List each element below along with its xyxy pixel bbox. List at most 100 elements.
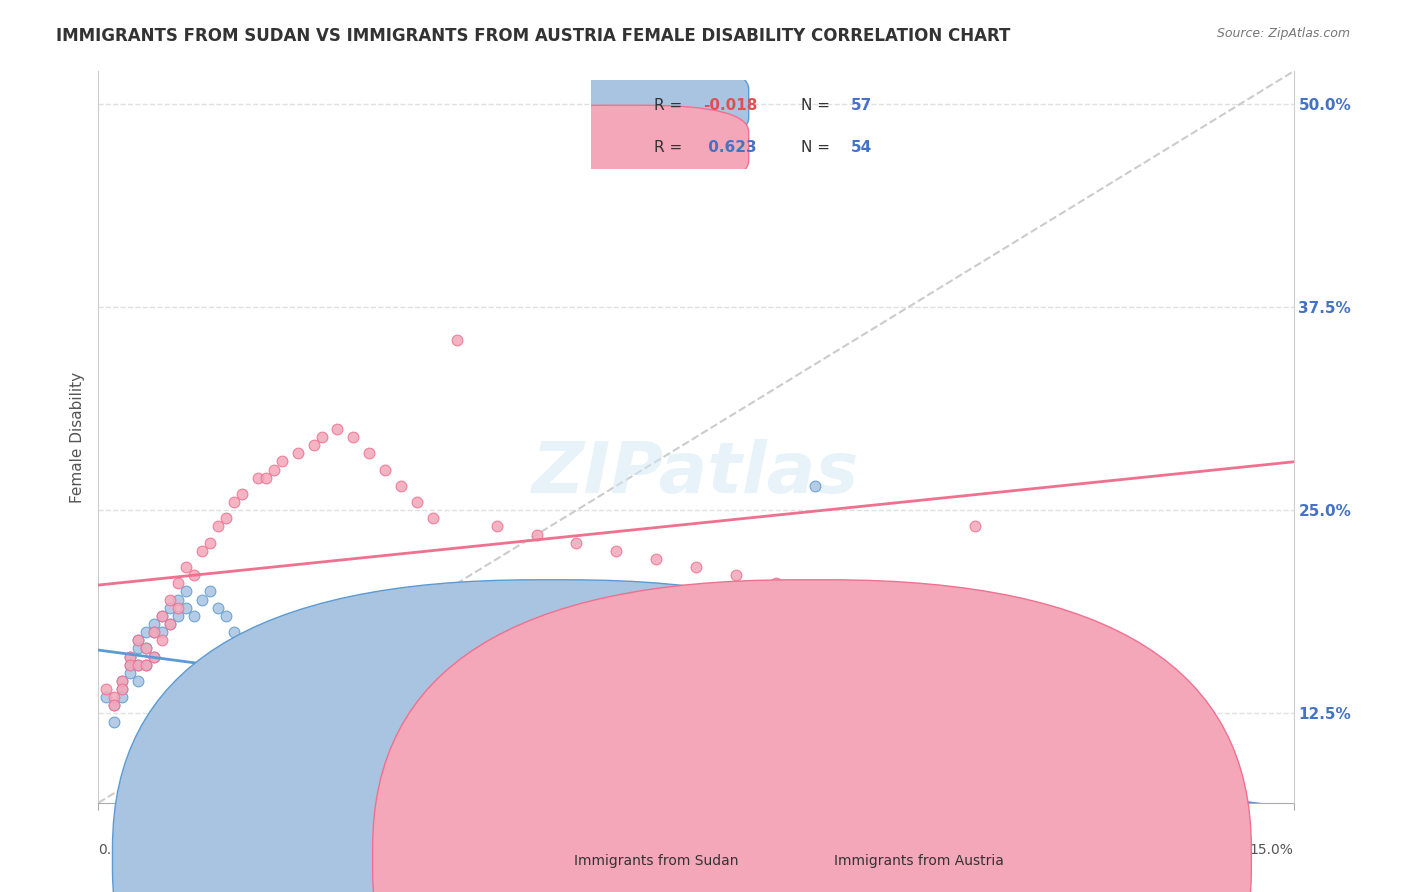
Point bbox=[103, 690, 125, 705]
Point bbox=[311, 430, 333, 444]
Point bbox=[287, 446, 309, 460]
Point bbox=[326, 422, 349, 436]
Point bbox=[120, 657, 142, 672]
Point bbox=[135, 625, 157, 640]
Point bbox=[150, 608, 173, 623]
Point bbox=[120, 657, 142, 672]
Point bbox=[605, 544, 627, 558]
Point bbox=[127, 633, 149, 648]
Point bbox=[231, 487, 253, 501]
Point bbox=[374, 462, 396, 476]
Point bbox=[127, 641, 149, 656]
Text: 15.0%: 15.0% bbox=[1250, 844, 1294, 857]
Point bbox=[207, 519, 229, 533]
Point bbox=[326, 731, 349, 745]
Point bbox=[963, 519, 986, 533]
Point bbox=[215, 608, 238, 623]
Point bbox=[159, 592, 181, 607]
Point bbox=[96, 681, 118, 696]
Point bbox=[120, 649, 142, 664]
Point bbox=[150, 633, 173, 648]
Point bbox=[485, 739, 508, 753]
Point bbox=[167, 600, 190, 615]
FancyBboxPatch shape bbox=[496, 105, 748, 187]
Point bbox=[111, 681, 134, 696]
Point bbox=[191, 592, 214, 607]
Point bbox=[350, 747, 373, 761]
Point bbox=[446, 333, 468, 347]
Point bbox=[485, 519, 508, 533]
Point bbox=[207, 600, 229, 615]
Point bbox=[103, 698, 125, 713]
Point bbox=[342, 430, 364, 444]
Point bbox=[111, 673, 134, 688]
Point bbox=[302, 438, 325, 452]
Point bbox=[804, 479, 827, 493]
Point bbox=[270, 454, 292, 468]
Point bbox=[183, 568, 205, 582]
Point bbox=[150, 625, 173, 640]
Point bbox=[159, 617, 181, 632]
Point bbox=[159, 600, 181, 615]
Point bbox=[389, 479, 412, 493]
Text: N =: N = bbox=[801, 140, 835, 154]
Point bbox=[382, 755, 405, 769]
Text: N =: N = bbox=[801, 98, 835, 112]
Text: R =: R = bbox=[654, 98, 688, 112]
Point bbox=[263, 673, 285, 688]
Point bbox=[263, 462, 285, 476]
Point bbox=[645, 747, 668, 761]
Text: IMMIGRANTS FROM SUDAN VS IMMIGRANTS FROM AUSTRIA FEMALE DISABILITY CORRELATION C: IMMIGRANTS FROM SUDAN VS IMMIGRANTS FROM… bbox=[56, 27, 1011, 45]
Text: 57: 57 bbox=[851, 98, 872, 112]
Point bbox=[111, 673, 134, 688]
Point bbox=[406, 495, 429, 509]
Point bbox=[278, 690, 301, 705]
Point bbox=[215, 511, 238, 525]
Point bbox=[167, 576, 190, 591]
Point bbox=[135, 657, 157, 672]
Point bbox=[198, 535, 221, 549]
Point bbox=[246, 471, 269, 485]
Point bbox=[127, 657, 149, 672]
Text: 0.623: 0.623 bbox=[703, 140, 756, 154]
Point bbox=[127, 633, 149, 648]
Y-axis label: Female Disability: Female Disability bbox=[69, 371, 84, 503]
Point bbox=[422, 772, 444, 786]
Point bbox=[120, 649, 142, 664]
Point bbox=[406, 764, 429, 778]
Point bbox=[127, 657, 149, 672]
Point bbox=[103, 714, 125, 729]
Text: R =: R = bbox=[654, 140, 688, 154]
Point bbox=[143, 649, 166, 664]
Point bbox=[174, 560, 197, 574]
Text: Immigrants from Austria: Immigrants from Austria bbox=[834, 854, 1004, 868]
Point bbox=[143, 625, 166, 640]
Point bbox=[103, 698, 125, 713]
Point bbox=[844, 723, 866, 737]
Point bbox=[143, 617, 166, 632]
Point bbox=[804, 584, 827, 599]
FancyBboxPatch shape bbox=[496, 62, 748, 145]
Point bbox=[135, 641, 157, 656]
Point bbox=[287, 706, 309, 721]
Point bbox=[724, 568, 747, 582]
Point bbox=[645, 552, 668, 566]
Point bbox=[222, 495, 245, 509]
Point bbox=[685, 560, 707, 574]
Point bbox=[526, 527, 548, 541]
Point bbox=[470, 731, 492, 745]
Point bbox=[254, 471, 277, 485]
Point bbox=[183, 608, 205, 623]
Point bbox=[135, 657, 157, 672]
Point bbox=[254, 657, 277, 672]
Text: Source: ZipAtlas.com: Source: ZipAtlas.com bbox=[1216, 27, 1350, 40]
Point bbox=[565, 755, 588, 769]
Point bbox=[120, 665, 142, 680]
Point bbox=[191, 544, 214, 558]
Point bbox=[222, 625, 245, 640]
Point bbox=[342, 739, 364, 753]
Point bbox=[111, 681, 134, 696]
Point bbox=[167, 608, 190, 623]
Point bbox=[174, 584, 197, 599]
Point bbox=[198, 584, 221, 599]
